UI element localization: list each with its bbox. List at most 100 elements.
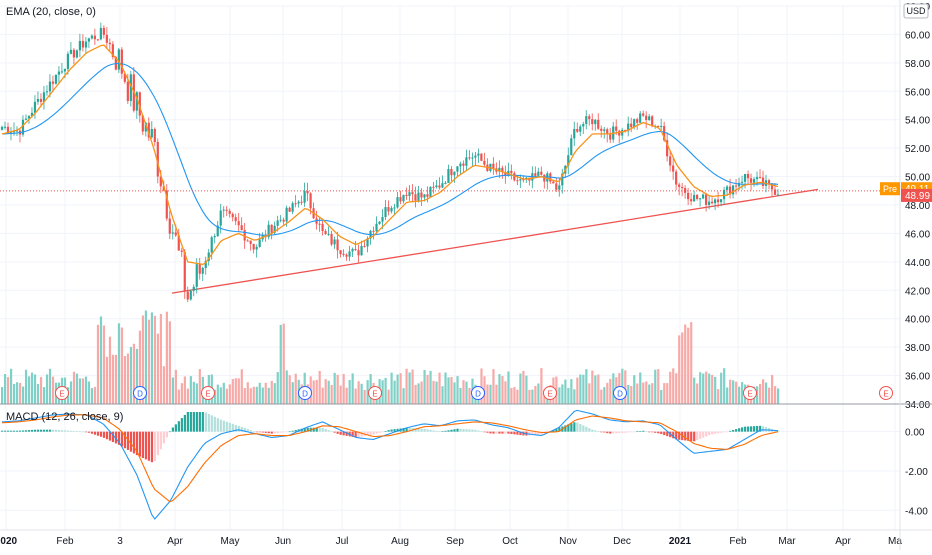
candle-body — [297, 201, 300, 204]
candle-body — [567, 155, 570, 166]
macd-histogram-bar — [375, 431, 378, 434]
ema-legend[interactable]: EMA (20, close, 0) — [6, 6, 96, 18]
candle-body — [213, 236, 216, 238]
candle-body — [54, 74, 58, 84]
candle-body — [776, 194, 780, 196]
candle-body — [306, 191, 309, 194]
candle-body — [767, 180, 771, 184]
volume-bar — [288, 375, 291, 404]
candle-body — [21, 119, 25, 135]
volume-bar — [21, 386, 25, 404]
macd-histogram-bar — [708, 431, 711, 436]
volume-bar — [318, 370, 321, 404]
macd-histogram-bar — [519, 431, 522, 436]
price-tick-label: 50.00 — [905, 173, 930, 184]
earnings-marker-label: E — [747, 390, 752, 399]
macd-histogram-bar — [612, 431, 615, 434]
candle-body — [333, 239, 336, 245]
macd-legend[interactable]: MACD (12, 26, close, 9) — [6, 411, 124, 423]
candle-body — [621, 129, 624, 136]
volume-bar — [111, 354, 115, 404]
volume-bar — [6, 377, 10, 404]
volume-bar — [3, 374, 7, 404]
time-tick-label: Apr — [835, 536, 851, 547]
candle-body — [351, 249, 354, 252]
volume-bar — [573, 389, 576, 404]
candle-body — [321, 223, 324, 232]
earnings-marker — [368, 386, 382, 400]
candle-body — [438, 185, 441, 188]
volume-bar — [249, 388, 252, 404]
volume-bar — [186, 388, 189, 404]
macd-histogram-bar — [450, 429, 453, 432]
volume-bar — [135, 348, 139, 404]
candle-body — [294, 203, 297, 205]
volume-bar — [693, 377, 696, 404]
volume-bar — [777, 388, 780, 404]
candle-body — [285, 207, 288, 222]
volume-bar — [627, 384, 630, 404]
candle-body — [516, 180, 519, 182]
macd-histogram-bar — [231, 423, 234, 432]
earnings-marker-label: D — [617, 390, 623, 399]
volume-bar — [264, 382, 267, 404]
candle-body — [144, 122, 147, 132]
volume-bar — [213, 389, 216, 404]
volume-bar — [246, 382, 249, 404]
last-price-label: 48.99 — [905, 191, 930, 202]
macd-histogram-bar — [216, 418, 219, 432]
candle-body — [725, 186, 729, 190]
macd-histogram-bar — [225, 421, 228, 432]
candle-body — [123, 73, 126, 82]
candle-body — [453, 171, 456, 176]
macd-histogram-bar — [273, 431, 276, 434]
macd-histogram-bar — [627, 431, 630, 433]
volume-bar — [717, 389, 720, 404]
macd-histogram-bar — [489, 431, 492, 434]
candle-body — [228, 210, 231, 214]
macd-histogram-bar — [528, 431, 531, 436]
volume-bar — [222, 382, 225, 404]
macd-histogram-bar — [732, 430, 735, 432]
macd-histogram-bar — [687, 431, 690, 441]
volume-bar — [420, 381, 423, 404]
candle-body — [330, 233, 333, 245]
volume-bar — [468, 388, 471, 404]
macd-histogram-bar — [345, 431, 348, 436]
macd-histogram-bar — [432, 430, 435, 432]
volume-bar — [735, 381, 738, 404]
candle-body — [93, 35, 96, 40]
macd-histogram-bar — [354, 431, 357, 438]
earnings-marker — [133, 386, 147, 400]
macd-histogram-bar — [678, 431, 681, 440]
earnings-marker — [298, 386, 312, 400]
macd-histogram-bar — [60, 430, 64, 432]
candle-body — [746, 173, 750, 179]
macd-histogram-bar — [315, 427, 318, 432]
macd-histogram-bar — [675, 431, 678, 440]
macd-histogram-bar — [738, 428, 741, 432]
candle-body — [240, 225, 243, 231]
macd-histogram-bar — [660, 431, 663, 435]
macd-histogram-bar — [597, 431, 600, 432]
trendline — [171, 188, 819, 294]
macd-histogram-bar — [705, 431, 708, 437]
macd-histogram-bar — [594, 430, 597, 432]
support-trendline — [171, 188, 819, 294]
macd-histogram-bar — [72, 430, 76, 432]
candle-body — [743, 173, 747, 182]
candle-body — [719, 199, 723, 203]
macd-histogram-bar — [183, 414, 186, 432]
macd-histogram-bar — [504, 431, 507, 434]
volume-bar — [537, 383, 540, 404]
candle-body — [0, 126, 4, 130]
candle-body — [381, 217, 384, 222]
candle-body — [471, 157, 474, 159]
candle-body — [27, 116, 31, 119]
volume-bar — [621, 368, 624, 404]
macd-histogram-bar — [717, 431, 720, 434]
volume-bar — [183, 376, 186, 404]
candle-body — [183, 251, 186, 292]
